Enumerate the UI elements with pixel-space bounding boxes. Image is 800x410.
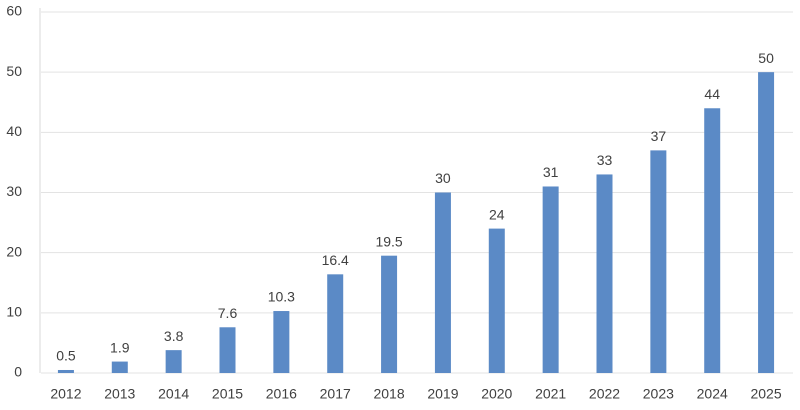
data-label: 0.5 xyxy=(56,348,76,364)
x-tick-label: 2013 xyxy=(104,386,135,402)
data-label: 30 xyxy=(435,170,451,186)
x-tick-label: 2019 xyxy=(427,386,458,402)
data-label: 24 xyxy=(489,206,505,222)
data-label: 37 xyxy=(651,128,667,144)
x-tick-label: 2012 xyxy=(50,386,81,402)
bar xyxy=(650,150,667,373)
x-tick-label: 2020 xyxy=(481,386,512,402)
bar xyxy=(165,350,182,373)
bar xyxy=(542,186,559,373)
data-label: 44 xyxy=(704,86,720,102)
bar xyxy=(596,174,613,373)
data-label: 1.9 xyxy=(110,339,130,355)
y-tick-label: 30 xyxy=(6,183,22,199)
bar xyxy=(704,108,721,374)
data-label: 16.4 xyxy=(322,252,349,268)
x-tick-label: 2021 xyxy=(535,386,566,402)
data-label: 33 xyxy=(597,152,613,168)
y-tick-label: 50 xyxy=(6,63,22,79)
bar xyxy=(434,192,451,373)
bar xyxy=(219,327,236,373)
y-tick-label: 40 xyxy=(6,123,22,139)
x-tick-label: 2016 xyxy=(266,386,297,402)
data-label: 19.5 xyxy=(375,233,402,249)
bar xyxy=(57,369,74,373)
x-tick-label: 2022 xyxy=(589,386,620,402)
x-tick-label: 2017 xyxy=(320,386,351,402)
bar xyxy=(381,255,398,373)
x-tick-label: 2018 xyxy=(373,386,404,402)
data-label: 10.3 xyxy=(268,289,295,305)
bar xyxy=(488,228,505,373)
y-tick-label: 0 xyxy=(14,364,22,380)
data-label: 3.8 xyxy=(164,328,184,344)
bar xyxy=(758,72,775,374)
data-label: 7.6 xyxy=(218,305,238,321)
x-tick-label: 2023 xyxy=(643,386,674,402)
x-tick-label: 2024 xyxy=(697,386,728,402)
x-tick-label: 2025 xyxy=(750,386,781,402)
x-tick-label: 2015 xyxy=(212,386,243,402)
y-tick-label: 60 xyxy=(6,3,22,19)
data-label: 50 xyxy=(758,50,774,66)
bar xyxy=(111,361,128,373)
y-tick-label: 20 xyxy=(6,243,22,259)
data-label: 31 xyxy=(543,164,559,180)
bar xyxy=(273,311,290,373)
x-tick-label: 2014 xyxy=(158,386,189,402)
bar xyxy=(327,274,344,373)
y-tick-label: 10 xyxy=(6,304,22,320)
